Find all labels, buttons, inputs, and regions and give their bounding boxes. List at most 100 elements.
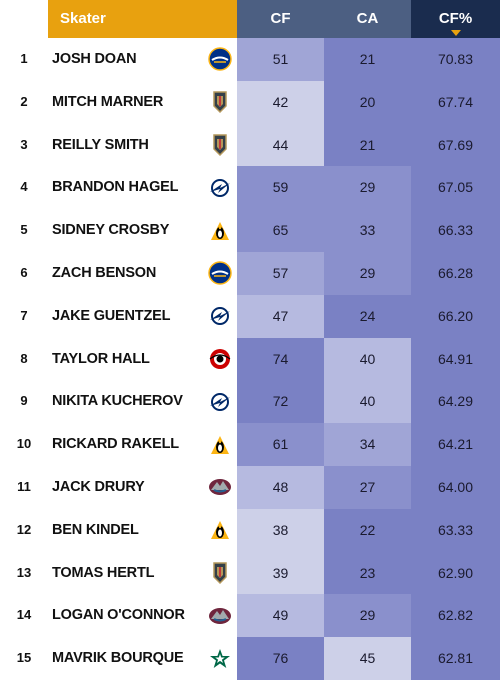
rank-cell: 7 xyxy=(20,307,28,323)
cf-cell: 44 xyxy=(237,123,324,167)
skater-name[interactable]: LOGAN O'CONNOR xyxy=(52,607,185,624)
table-row[interactable]: 4 BRANDON HAGEL 59 29 67.05 xyxy=(0,166,500,210)
skater-name[interactable]: TOMAS HERTL xyxy=(52,564,155,581)
cfpct-cell: 67.05 xyxy=(411,166,500,210)
cf-column-header[interactable]: CF xyxy=(237,0,324,38)
rank-cell: 3 xyxy=(20,136,28,152)
cfpct-cell: 64.91 xyxy=(411,337,500,381)
skater-name[interactable]: JAKE GUENTZEL xyxy=(52,307,171,324)
rank-cell: 13 xyxy=(16,564,32,580)
table-row[interactable]: 13 TOMAS HERTL 39 23 62.90 xyxy=(0,551,500,595)
ca-cell: 33 xyxy=(324,209,411,252)
skater-name[interactable]: JOSH DOAN xyxy=(52,51,137,67)
skater-name[interactable]: MAVRIK BOURQUE xyxy=(52,650,184,667)
cfpct-header-label: CF% xyxy=(438,10,473,27)
table-row[interactable]: 14 LOGAN O'CONNOR 49 29 62.82 xyxy=(0,594,500,638)
cfpct-cell: 66.28 xyxy=(411,251,500,295)
table-header: Skater CF CA CF% xyxy=(0,0,500,38)
table-row[interactable]: 3 REILLY SMITH 44 21 67.69 xyxy=(0,123,500,167)
cfpct-column-header[interactable]: CF% xyxy=(411,0,500,38)
skater-name[interactable]: BEN KINDEL xyxy=(52,521,139,538)
ca-cell: 23 xyxy=(324,551,411,595)
rank-cell: 6 xyxy=(20,264,28,280)
cf-cell: 38 xyxy=(237,508,324,552)
cfpct-cell: 62.82 xyxy=(411,594,500,638)
lightning-logo-icon xyxy=(203,295,237,338)
skater-name[interactable]: SIDNEY CROSBY xyxy=(52,222,170,239)
cfpct-cell: 63.33 xyxy=(411,508,500,552)
rank-cell: 1 xyxy=(20,51,28,66)
penguins-logo-icon xyxy=(203,423,237,466)
ca-cell: 27 xyxy=(324,465,411,509)
ca-cell: 29 xyxy=(324,166,411,210)
skater-name[interactable]: TAYLOR HALL xyxy=(52,350,150,367)
rank-cell: 8 xyxy=(20,350,28,366)
golden-knights-logo-icon xyxy=(203,552,237,595)
cf-cell: 65 xyxy=(237,209,324,252)
cfpct-cell: 62.90 xyxy=(411,551,500,595)
ca-cell: 29 xyxy=(324,251,411,295)
table-row[interactable]: 9 NIKITA KUCHEROV 72 40 64.29 xyxy=(0,380,500,424)
penguins-logo-icon xyxy=(203,209,237,252)
ca-column-header[interactable]: CA xyxy=(324,0,411,38)
rank-cell: 2 xyxy=(20,93,28,109)
table-row[interactable]: 1 JOSH DOAN 51 21 70.83 xyxy=(0,38,500,81)
cfpct-cell: 64.21 xyxy=(411,423,500,466)
skater-name[interactable]: JACK DRURY xyxy=(52,478,145,495)
cfpct-cell: 64.00 xyxy=(411,465,500,509)
cf-cell: 61 xyxy=(237,423,324,466)
cf-cell: 47 xyxy=(237,294,324,338)
table-body: 1 JOSH DOAN 51 21 70.83 2 MITCH MARNER 42 20 67.7… xyxy=(0,38,500,680)
rank-cell: 9 xyxy=(20,393,28,409)
ca-cell: 29 xyxy=(324,594,411,638)
stars-logo-icon xyxy=(203,637,237,680)
rank-cell: 10 xyxy=(16,436,32,452)
cfpct-cell: 64.29 xyxy=(411,380,500,424)
table-row[interactable]: 8 TAYLOR HALL 74 40 64.91 xyxy=(0,337,500,381)
ca-cell: 21 xyxy=(324,38,411,81)
cfpct-cell: 66.20 xyxy=(411,294,500,338)
ca-cell: 20 xyxy=(324,80,411,124)
cfpct-cell: 67.74 xyxy=(411,80,500,124)
sabres-logo-icon xyxy=(203,38,237,81)
skater-name[interactable]: BRANDON HAGEL xyxy=(52,179,179,196)
cf-cell: 48 xyxy=(237,465,324,509)
cfpct-cell: 66.33 xyxy=(411,209,500,252)
cfpct-cell: 70.83 xyxy=(411,38,500,81)
table-row[interactable]: 15 MAVRIK BOURQUE 76 45 62.81 xyxy=(0,637,500,680)
rank-cell: 11 xyxy=(17,478,31,494)
avalanche-logo-icon xyxy=(203,594,237,637)
skater-name[interactable]: RICKARD RAKELL xyxy=(52,436,179,453)
skater-column-header[interactable]: Skater xyxy=(48,0,237,38)
ca-cell: 40 xyxy=(324,337,411,381)
sort-descending-icon xyxy=(450,30,461,36)
table-row[interactable]: 5 SIDNEY CROSBY 65 33 66.33 xyxy=(0,209,500,252)
skater-name[interactable]: REILLY SMITH xyxy=(52,136,149,153)
cf-cell: 74 xyxy=(237,337,324,381)
cf-cell: 57 xyxy=(237,251,324,295)
skater-name[interactable]: NIKITA KUCHEROV xyxy=(52,393,183,410)
golden-knights-logo-icon xyxy=(203,81,237,124)
table-row[interactable]: 10 RICKARD RAKELL 61 34 64.21 xyxy=(0,423,500,466)
cf-cell: 72 xyxy=(237,380,324,424)
table-row[interactable]: 12 BEN KINDEL 38 22 63.33 xyxy=(0,508,500,552)
skater-name[interactable]: ZACH BENSON xyxy=(52,264,157,281)
ca-cell: 40 xyxy=(324,380,411,424)
golden-knights-logo-icon xyxy=(203,124,237,167)
table-row[interactable]: 2 MITCH MARNER 42 20 67.74 xyxy=(0,80,500,124)
table-row[interactable]: 11 JACK DRURY 48 27 64.00 xyxy=(0,465,500,509)
ca-cell: 22 xyxy=(324,508,411,552)
table-row[interactable]: 7 JAKE GUENTZEL 47 24 66.20 xyxy=(0,294,500,338)
avalanche-logo-icon xyxy=(203,466,237,509)
rank-cell: 12 xyxy=(16,521,32,537)
rank-cell: 15 xyxy=(16,650,32,666)
ca-cell: 34 xyxy=(324,423,411,466)
cf-cell: 42 xyxy=(237,80,324,124)
sabres-logo-icon xyxy=(203,252,237,295)
lightning-logo-icon xyxy=(203,380,237,423)
table-row[interactable]: 6 ZACH BENSON 57 29 66.28 xyxy=(0,251,500,295)
skater-name[interactable]: MITCH MARNER xyxy=(52,93,164,110)
cf-cell: 59 xyxy=(237,166,324,210)
ca-cell: 21 xyxy=(324,123,411,167)
